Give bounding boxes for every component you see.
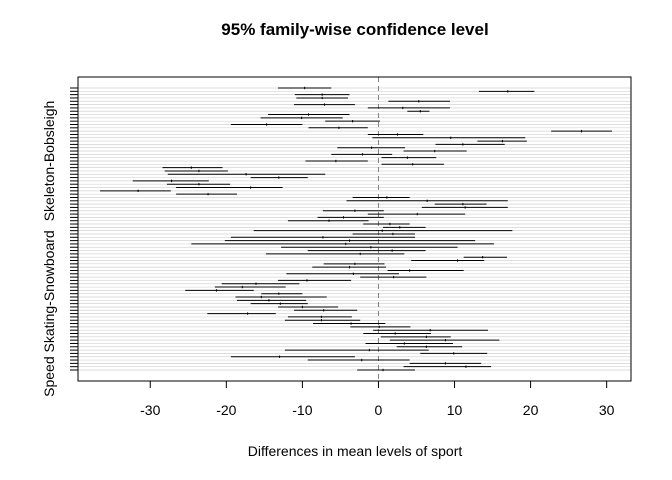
x-tick-label: -30 [140, 402, 160, 418]
x-axis-label: Differences in mean levels of sport [248, 443, 463, 459]
grid-lines [78, 87, 631, 371]
x-axis: -30 -20 -10 0 10 20 30 [140, 380, 615, 418]
plot-frame [77, 76, 632, 382]
y-tick-label-skeleton-bobsleigh: Skeleton-Bobsleigh [41, 101, 57, 222]
x-tick-label: -10 [292, 402, 312, 418]
chart-title: 95% family-wise confidence level [221, 20, 488, 39]
x-tick-label: 30 [599, 402, 615, 418]
x-tick-label: 20 [523, 402, 539, 418]
x-tick-label: 10 [447, 402, 463, 418]
y-axis-ticks [70, 87, 78, 371]
y-tick-label-speed-skating-snowboard: Speed Skating-Snowboard [41, 230, 57, 397]
x-tick-label: -20 [216, 402, 236, 418]
x-tick-label: 0 [375, 402, 383, 418]
confidence-intervals [100, 86, 612, 372]
